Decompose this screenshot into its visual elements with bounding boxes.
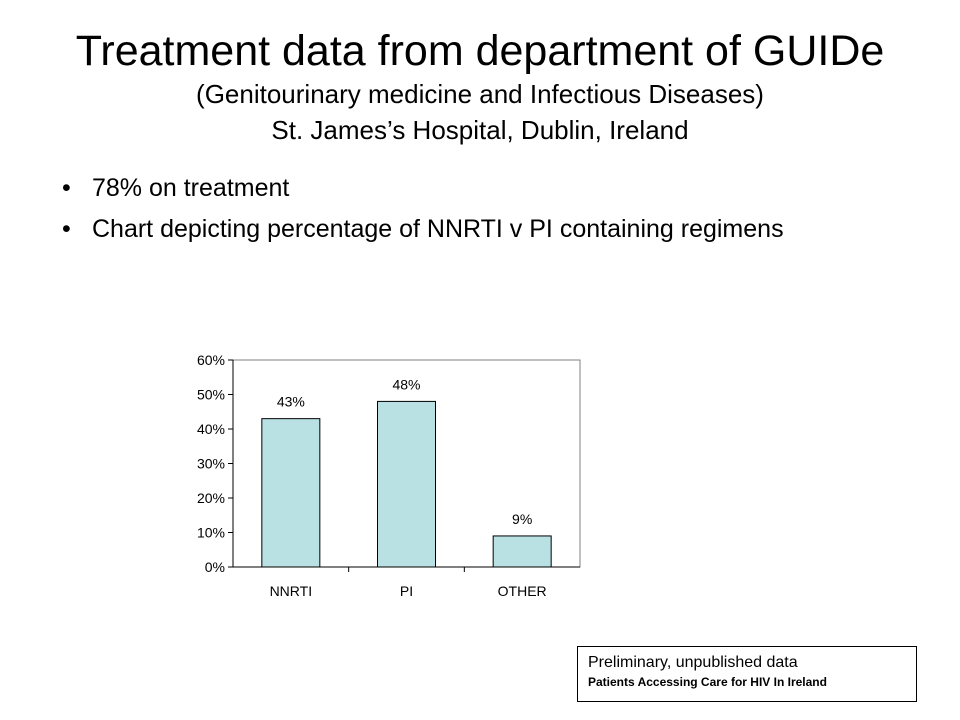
y-tick-label: 10%: [197, 525, 225, 541]
x-tick-label: PI: [400, 583, 413, 599]
bar-data-label: 9%: [512, 511, 532, 527]
bullet-item: • Chart depicting percentage of NNRTI v …: [62, 213, 892, 246]
slide-subtitle-line2: St. James’s Hospital, Dublin, Ireland: [271, 115, 689, 145]
y-tick-label: 50%: [197, 387, 225, 403]
note-line-primary: Preliminary, unpublished data: [588, 654, 798, 671]
y-tick-label: 40%: [197, 421, 225, 437]
y-tick-label: 20%: [197, 490, 225, 506]
bullet-text: Chart depicting percentage of NNRTI v PI…: [92, 215, 784, 243]
y-tick-label: 0%: [205, 559, 225, 575]
data-note-box: Preliminary, unpublished data Patients A…: [577, 646, 917, 702]
bar-chart: 0% 10% 20% 30% 40% 50% 60% 43% NNRTI 48% PI 9% OTHER: [197, 352, 581, 599]
bar-data-label: 43%: [277, 394, 305, 410]
note-line-source: Patients Accessing Care for HIV In Irela…: [588, 675, 827, 689]
bar-data-label: 48%: [392, 376, 420, 392]
bullet-icon: •: [62, 215, 71, 243]
x-tick-label: OTHER: [498, 583, 547, 599]
slide-title-block: Treatment data from department of GUIDe …: [0, 26, 960, 148]
x-tick-label: NNRTI: [270, 583, 313, 599]
y-tick-label: 60%: [197, 352, 225, 368]
slide-subtitle-line1: (Genitourinary medicine and Infectious D…: [196, 79, 764, 109]
bar: [261, 418, 321, 568]
y-tick-label: 30%: [197, 456, 225, 472]
bar: [377, 400, 436, 568]
bullet-text: 78% on treatment: [92, 174, 290, 202]
bar: [492, 535, 552, 568]
bullet-list: • 78% on treatment • Chart depicting per…: [62, 172, 892, 254]
slide-title: Treatment data from department of GUIDe: [75, 27, 885, 75]
bullet-item: • 78% on treatment: [62, 172, 892, 205]
bullet-icon: •: [62, 174, 71, 202]
